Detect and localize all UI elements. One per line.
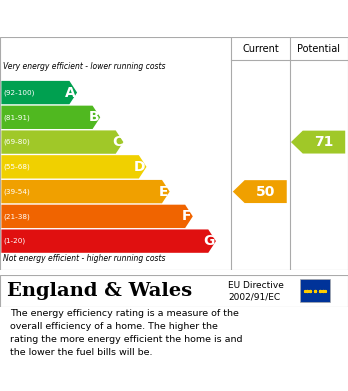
Text: (69-80): (69-80) (3, 139, 30, 145)
Text: The energy efficiency rating is a measure of the
overall efficiency of a home. T: The energy efficiency rating is a measur… (10, 309, 243, 357)
Text: (21-38): (21-38) (3, 213, 30, 220)
Bar (300, 279, 330, 303)
Text: B: B (88, 110, 99, 124)
Polygon shape (1, 106, 100, 129)
Polygon shape (1, 180, 170, 203)
Text: A: A (65, 86, 76, 100)
Text: G: G (204, 234, 215, 248)
Text: 50: 50 (256, 185, 275, 199)
Text: EU Directive: EU Directive (228, 281, 284, 290)
Text: (39-54): (39-54) (3, 188, 30, 195)
Text: England & Wales: England & Wales (7, 282, 192, 300)
Text: (81-91): (81-91) (3, 114, 30, 120)
Text: D: D (134, 160, 145, 174)
Text: C: C (112, 135, 122, 149)
Text: (55-68): (55-68) (3, 163, 30, 170)
Text: (1-20): (1-20) (3, 238, 26, 244)
Polygon shape (1, 155, 147, 179)
Text: Very energy efficient - lower running costs: Very energy efficient - lower running co… (3, 62, 166, 71)
Polygon shape (1, 131, 124, 154)
Polygon shape (1, 204, 193, 228)
Text: Current: Current (242, 44, 279, 54)
Text: E: E (159, 185, 168, 199)
Polygon shape (1, 81, 77, 104)
Text: Potential: Potential (297, 44, 340, 54)
Polygon shape (233, 180, 287, 203)
Text: 71: 71 (314, 135, 334, 149)
Text: (92-100): (92-100) (3, 89, 35, 96)
Polygon shape (291, 131, 345, 154)
Text: Not energy efficient - higher running costs: Not energy efficient - higher running co… (3, 255, 166, 264)
Text: 2002/91/EC: 2002/91/EC (228, 293, 280, 302)
Text: Energy Efficiency Rating: Energy Efficiency Rating (50, 7, 298, 25)
Text: F: F (182, 209, 192, 223)
Polygon shape (1, 230, 216, 253)
